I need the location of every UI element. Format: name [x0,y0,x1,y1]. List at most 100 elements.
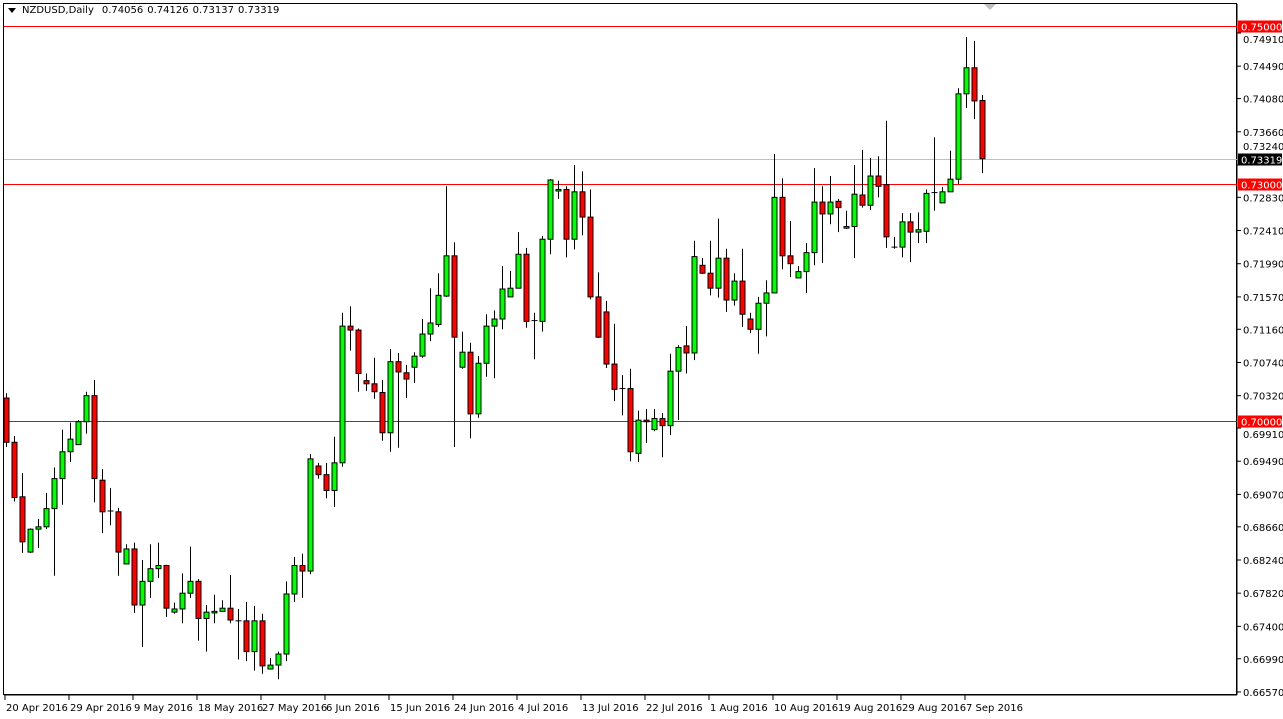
candle [227,575,234,624]
symbol-timeframe: NZDUSD,Daily [22,5,94,16]
candle-body [611,363,618,390]
x-tick-label: 4 Jul 2016 [518,703,568,714]
candle-body [947,178,954,193]
candle-body [819,201,826,215]
candle-body [467,351,474,415]
bid-price-label-bg [1238,153,1282,166]
candle [611,323,618,402]
candle [835,198,842,233]
y-tick-label: 0.71160 [1243,325,1283,336]
candle-body [267,664,274,670]
candle [507,270,514,298]
candle [947,150,954,193]
candle-body [259,620,266,667]
candle-body [59,451,66,480]
level-price-label: 0.70000 [1241,418,1282,429]
candle [363,373,370,391]
candle [635,410,642,463]
candle-body [459,351,466,368]
candle [931,137,938,211]
candle [699,258,706,274]
candle-body [635,419,642,454]
candle-body [227,607,234,621]
x-tick-label: 7 Sep 2016 [966,703,1023,714]
candle-body [187,580,194,594]
candle [587,189,594,300]
candle [11,435,18,502]
candle [819,186,826,263]
dropdown-triangle-icon[interactable] [8,8,16,13]
candle [163,564,170,617]
y-tick-label: 0.72830 [1243,193,1283,204]
candle-body [843,226,850,229]
candle-body [211,610,218,614]
candle-body [299,565,306,572]
candle [395,352,402,448]
candle [187,546,194,598]
candle [731,273,738,306]
candle-body [195,580,202,619]
candle-body [91,395,98,480]
candle-body [163,565,170,609]
candle [283,581,290,662]
candle-body [363,380,370,385]
candle [371,357,378,399]
y-tick-label: 0.68240 [1243,556,1283,567]
candle [779,178,786,270]
candle [515,232,522,289]
candle-body [155,565,162,570]
y-tick-label: 0.69910 [1243,430,1283,441]
candle-body [475,362,482,415]
candle-body [739,280,746,315]
candle-body [691,256,698,354]
candle [523,247,530,328]
candle [235,608,242,660]
candle-body [219,607,226,612]
candle [875,156,882,198]
candle [179,573,186,624]
candle-body [179,592,186,610]
candle [475,356,482,418]
candle-body [675,346,682,372]
candle [491,310,498,379]
candle-body [147,568,154,582]
candle [971,40,978,120]
candle-body [507,287,514,298]
candle-body [603,311,610,365]
candle-body [539,238,546,322]
candle [355,328,362,392]
candle-body [859,194,866,206]
level-price-label: 0.73000 [1241,181,1282,192]
y-tick-label: 0.70320 [1243,392,1283,403]
candle [99,469,106,534]
candle-body [171,608,178,613]
y-tick-label: 0.69490 [1243,457,1283,468]
candle [539,236,546,332]
x-tick-label: 24 Jun 2016 [454,703,514,714]
candle-body [643,419,650,423]
candle-body [659,418,666,427]
candle [795,266,802,279]
candle-body [555,188,562,192]
y-tick-label: 0.66990 [1243,655,1283,666]
candle [203,605,210,652]
candle [75,420,82,446]
candle [443,186,450,297]
candle [331,436,338,508]
candle-body [755,302,762,330]
candle [27,528,34,553]
candle-body [283,593,290,655]
candle [747,312,754,334]
candle [291,556,298,602]
y-tick-label: 0.73660 [1243,128,1283,139]
candle-body [139,580,146,606]
candle [123,544,130,565]
candle [251,605,258,671]
candle [899,213,906,258]
candle [499,266,506,330]
candle [315,462,322,479]
candle-body [771,196,778,294]
candle-body [323,474,330,491]
candle-body [251,620,258,653]
candle [979,94,986,174]
